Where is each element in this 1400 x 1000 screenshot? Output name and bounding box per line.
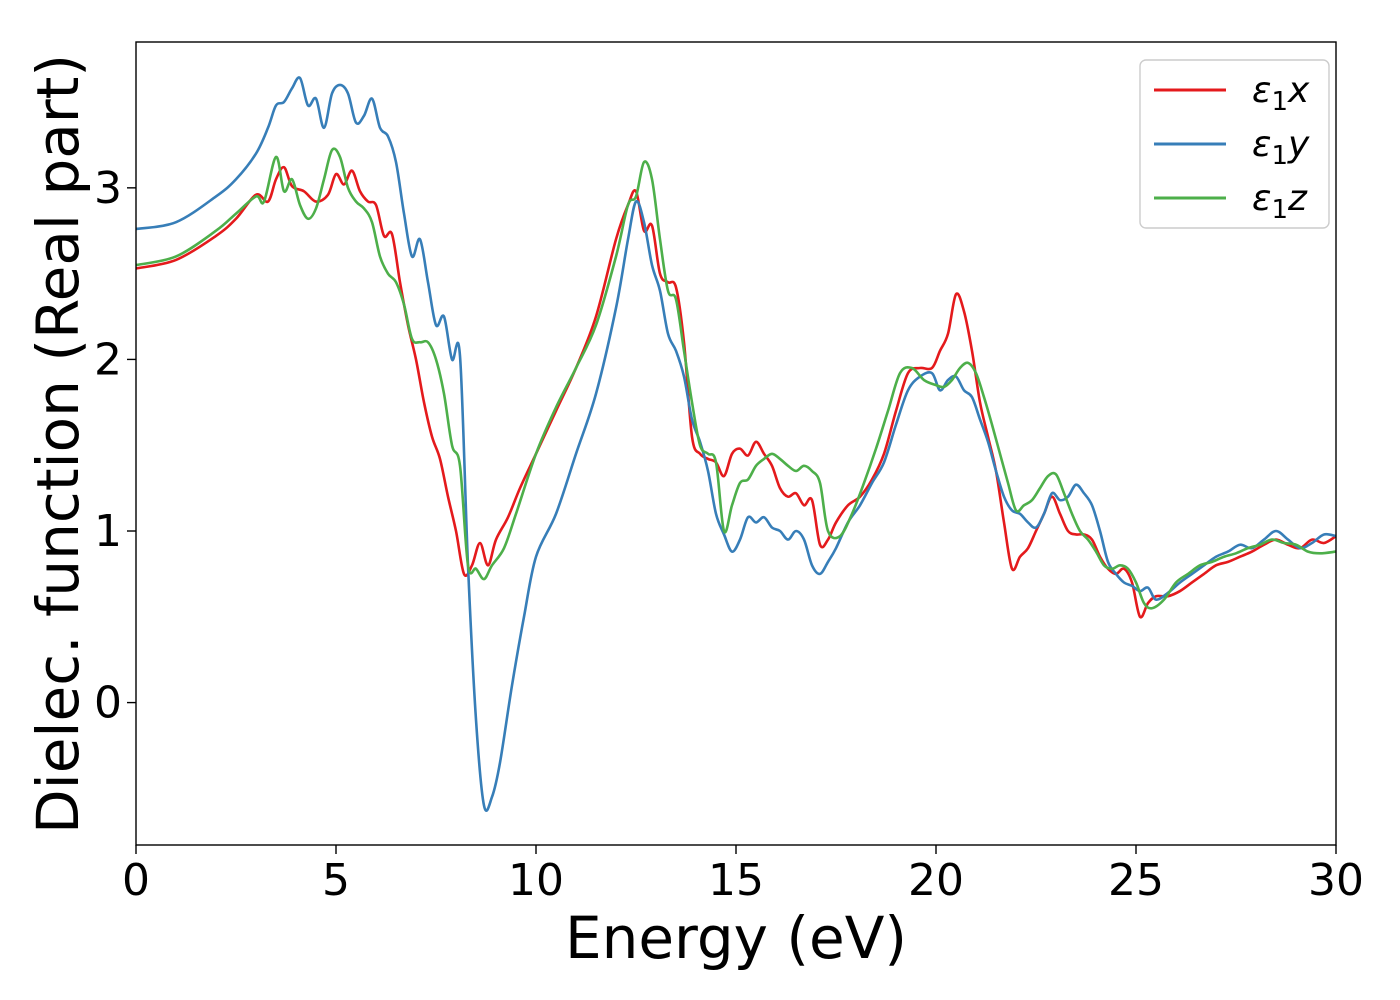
x-tick-label: 30 <box>1308 855 1364 906</box>
series-line-y <box>135 76 1337 812</box>
y-tick-label: 3 <box>94 163 122 214</box>
legend-box <box>1139 59 1330 229</box>
x-tick-label: 0 <box>122 855 150 906</box>
legend: ε1x ε1y ε1z <box>1139 59 1330 229</box>
x-tick-label: 10 <box>508 855 564 906</box>
y-tick-label: 0 <box>94 678 122 729</box>
x-tick-label: 25 <box>1108 855 1164 906</box>
x-tick-label: 5 <box>322 855 350 906</box>
series-line-x <box>135 165 1337 619</box>
y-axis-title: Dielec. function (Real part) <box>24 54 92 834</box>
legend-label-x: ε1x <box>1252 70 1310 117</box>
x-tick-label: 20 <box>908 855 964 906</box>
x-axis: 0 5 10 15 20 25 30 <box>122 845 1364 906</box>
x-tick-label: 15 <box>708 855 764 906</box>
y-tick-label: 2 <box>94 334 122 385</box>
series-layer <box>135 76 1337 812</box>
x-axis-title: Energy (eV) <box>565 904 907 972</box>
y-axis: 0 1 2 3 <box>94 163 136 729</box>
legend-label-z: ε1z <box>1252 178 1308 225</box>
series-line-z <box>135 147 1337 610</box>
legend-label-y: ε1y <box>1252 124 1310 171</box>
y-tick-label: 1 <box>94 506 122 557</box>
